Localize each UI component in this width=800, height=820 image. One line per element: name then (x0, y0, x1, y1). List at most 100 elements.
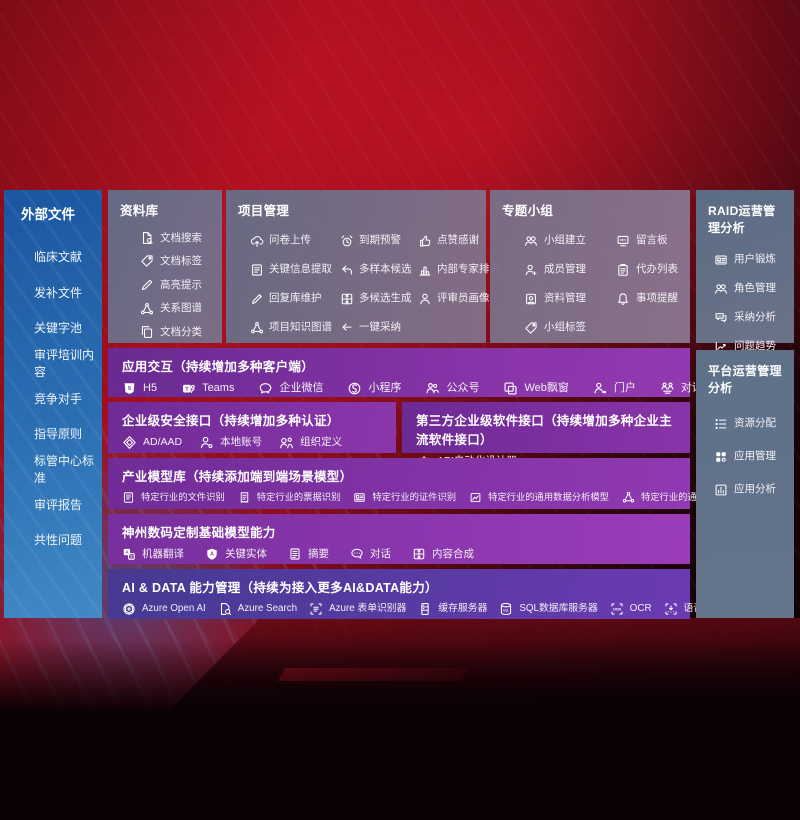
item-label: 企业微信 (279, 382, 324, 394)
box-security-interface: 企业级安全接口（持续增加多种认证） AD/AAD 本地账号 组织定义 (108, 402, 396, 453)
id-card-icon (354, 493, 366, 502)
band-items: AD/AAD 本地账号 组织定义 (122, 435, 382, 450)
capability-item: 特定行业的票据识别 (238, 491, 340, 504)
item-label: 代办列表 (636, 263, 678, 276)
item-label: 小程序 (368, 382, 402, 394)
band-items: Azure Open AI Azure Search Azure 表单识别器 缓存服务… (122, 602, 773, 616)
sidebar-item: 关键字池 (34, 320, 83, 335)
doc-tag-icon (141, 255, 153, 268)
capability-item: 一键采纳 (340, 313, 418, 342)
band-title: 神州数码定制基础模型能力 (122, 526, 276, 540)
capability-item: 关键信息提取 (250, 255, 340, 284)
capability-item: 小程序 (347, 381, 401, 396)
capability-item: 评审员画像 (418, 284, 500, 313)
group-icon (525, 235, 537, 246)
doc-extract-icon (252, 263, 262, 276)
capability-item: 点赞感谢 (418, 226, 500, 255)
panel-title: 专题小组 (502, 204, 554, 218)
external-files-title: 外部文件 (21, 207, 75, 222)
item-label: 用户锻炼 (734, 253, 776, 266)
entity-shield-icon: A (207, 548, 217, 560)
capability-item: 回复库维护 (250, 284, 340, 313)
svg-text:A: A (210, 552, 214, 558)
item-label: 门户 (613, 382, 636, 394)
band-items: 特定行业的文件识别 特定行业的票据识别 特定行业的证件识别 特定行业的通用数据分析模型… (122, 491, 762, 504)
capability-item: 高亮提示 (140, 273, 210, 297)
teams-icon: T (183, 384, 195, 393)
capability-item: Azure 表单识别器 (309, 602, 406, 616)
capability-item: 成员管理 (524, 255, 616, 284)
knowledge-graph-icon (250, 321, 264, 333)
item-label: 一键采纳 (359, 321, 401, 334)
item-label: 对话 (680, 382, 703, 394)
external-files-list: 临床文献 发补文件 关键字池 审评培训内容 竞争对手 指导原则 标管中心标准 审评报告 共性问题 (21, 239, 96, 558)
ocr-brackets-icon: OCR (611, 603, 623, 615)
item-label: 小组建立 (544, 234, 586, 247)
capability-item: 特定行业的通用数据分析模型 (469, 491, 609, 504)
item-label: 采纳分析 (734, 311, 776, 324)
data-chart-box-icon (470, 492, 481, 503)
item-label: 摘要 (308, 547, 329, 560)
item-label: 资源分配 (734, 417, 776, 430)
capability-item: 特定行业的文件识别 (122, 491, 225, 504)
item-label: Web飘窗 (524, 382, 569, 394)
band-title: AI & DATA 能力管理（持续为接入更多AI&DATA能力） (122, 581, 438, 595)
multi-generate-icon (413, 548, 425, 560)
bbs-board-icon: BBS (617, 235, 629, 246)
box-third-party-interface: 第三方企业级软件接口（持续增加多种企业主流软件接口）API自动化设计器 (402, 402, 690, 469)
item-label: 内部专家排名 (437, 263, 500, 276)
capability-item: 文档搜索 (140, 226, 210, 250)
adopt-arrow-icon (342, 323, 352, 331)
capability-item: 问卷上传 (250, 226, 340, 255)
capability-item: 特定行业的证件识别 (353, 491, 456, 504)
item-label: AD/AAD (143, 436, 183, 449)
item-label: 组织定义 (300, 436, 343, 449)
svg-text:A: A (125, 550, 129, 555)
item-label: 成员管理 (544, 263, 586, 276)
portal-person-icon (594, 382, 606, 394)
resource-list-icon (715, 418, 727, 429)
item-label: 多候选生成 (359, 292, 412, 305)
architecture-diagram: 外部文件 临床文献 发补文件 关键字池 审评培训内容 竞争对手 指导原则 标管中心标准 审评报… (4, 190, 794, 619)
wechat-work-icon (260, 383, 272, 394)
svg-text:SQL: SQL (503, 608, 510, 612)
bell-icon (618, 292, 628, 305)
item-label: 项目知识图谱 (269, 321, 332, 334)
item-label: 点赞感谢 (437, 234, 479, 247)
item-label: 关键实体 (225, 547, 267, 560)
panel-title: 资料库 (120, 204, 159, 218)
capability-item: 缓存服务器 (418, 602, 487, 616)
right-analysis-column: RAID运营管理分析 用户锻炼 角色管理 QA 采纳分析 问题趋势 平台运营管理分析 资源分配… (696, 190, 794, 618)
capability-item: Azure Search (218, 602, 297, 616)
capability-item: SQL SQL数据库服务器 (499, 602, 598, 616)
chat-people-icon (661, 382, 674, 394)
capability-item: 角色管理 (714, 274, 786, 303)
ad-shield-icon (123, 436, 136, 449)
capability-item: 摘要 (288, 547, 329, 561)
cloud-upload-icon (250, 235, 264, 247)
app-chart-icon (715, 484, 727, 495)
photo-album-icon (526, 293, 536, 304)
capability-item: T Teams (181, 381, 234, 396)
item-label: 留言板 (636, 234, 668, 247)
sidebar-item: 标管中心标准 (34, 454, 95, 486)
web-window-icon (504, 382, 517, 395)
svg-text:5: 5 (128, 386, 131, 392)
band-title: 产业模型库（持续添加端到端场景模型） (122, 470, 353, 484)
capability-item: 事项提醒 (616, 284, 678, 313)
sidebar-item: 指导原则 (34, 427, 83, 442)
capability-item: 组织定义 (279, 435, 342, 450)
item-label: H5 (143, 382, 158, 394)
capability-item: 企业微信 (258, 381, 323, 396)
capability-item: 内容合成 (412, 547, 474, 561)
band-enterprise-interfaces: 企业级安全接口（持续增加多种认证） AD/AAD 本地账号 组织定义 第三方企业级软件接… (108, 402, 690, 469)
capability-item: 本地账号 (199, 435, 262, 450)
person-icon (420, 293, 430, 304)
item-label: 事项提醒 (636, 292, 678, 305)
panel-repository: 资料库 文档搜索 文档标签 高亮提示 关系图谱 文档分类 (108, 190, 222, 343)
capability-item: 多样本候选 (340, 255, 418, 284)
capability-item: 关系图谱 (140, 297, 210, 321)
svg-text:QA: QA (717, 314, 721, 318)
svg-text:T: T (185, 387, 189, 393)
item-label: 应用管理 (734, 450, 776, 463)
